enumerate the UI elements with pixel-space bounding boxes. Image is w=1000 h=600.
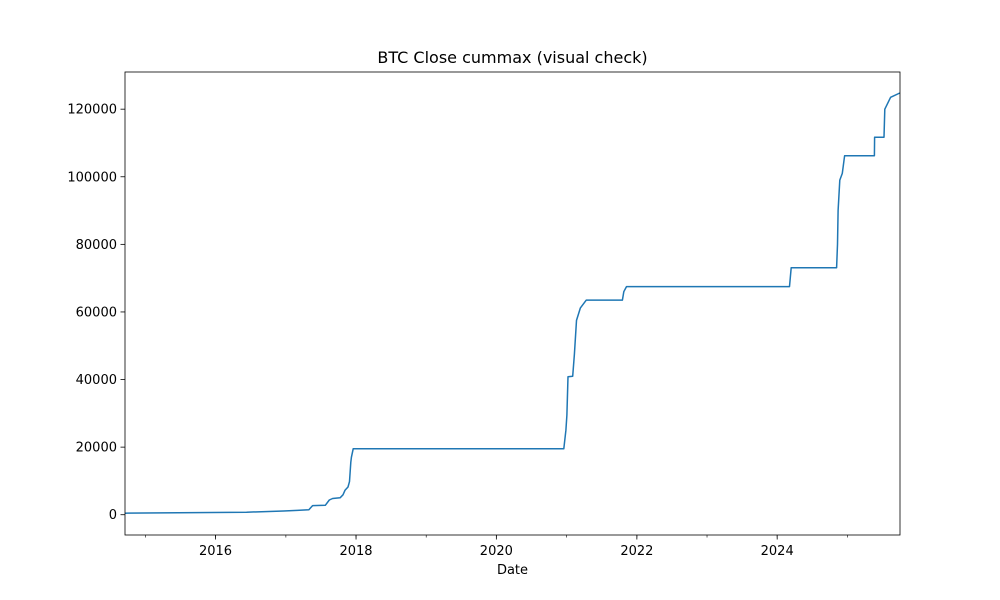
x-tick-label: 2022 [620,544,653,559]
x-tick-label: 2024 [761,544,794,559]
x-tick-label: 2018 [339,544,372,559]
series-line-0 [124,92,901,514]
y-tick-label: 0 [109,508,117,523]
y-tick-label: 80000 [76,238,117,253]
x-tick-label: 2020 [480,544,513,559]
plot-area: 2016 2018 2020 2022 2024 0 20000 40000 60000 8000… [67,71,901,559]
y-tick-label: 40000 [76,373,117,388]
chart-title: BTC Close cummax (visual check) [377,48,647,67]
y-tick-label: 60000 [76,305,117,320]
x-tick-label: 2016 [199,544,232,559]
plot-frame [124,71,901,536]
y-tick-label: 20000 [76,441,117,456]
x-axis-label: Date [497,563,528,578]
y-tick-label: 120000 [67,103,117,118]
y-tick-label: 100000 [67,170,117,185]
